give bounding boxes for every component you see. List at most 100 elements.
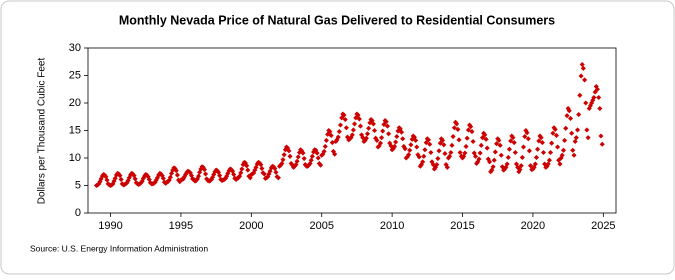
data-point	[402, 146, 408, 152]
data-point	[462, 150, 468, 156]
data-point	[482, 132, 488, 138]
data-point	[400, 136, 406, 142]
data-point	[308, 157, 314, 163]
data-point	[498, 152, 504, 158]
data-point	[363, 135, 369, 141]
data-point	[279, 160, 285, 167]
data-point	[231, 171, 237, 178]
data-point	[321, 148, 327, 154]
data-point	[244, 163, 250, 169]
data-point	[407, 147, 413, 153]
data-point	[560, 147, 567, 153]
y-tick-label: 15	[69, 124, 81, 136]
x-tick-label: 1990	[98, 220, 122, 232]
data-point	[239, 166, 245, 172]
y-tick-label: 10	[69, 152, 81, 164]
data-point	[434, 162, 440, 168]
y-tick-label: 25	[69, 69, 81, 81]
data-point	[281, 152, 287, 158]
data-point	[328, 132, 334, 138]
data-point	[562, 137, 568, 143]
data-point	[504, 161, 510, 167]
data-point	[336, 129, 342, 135]
data-point	[527, 163, 534, 169]
data-point	[301, 156, 307, 162]
y-tick-label: 30	[69, 42, 81, 54]
x-tick-label: 2005	[309, 220, 333, 232]
x-tick-label: 2000	[239, 220, 263, 232]
data-point	[380, 128, 386, 134]
data-point	[526, 148, 532, 154]
y-tick-label: 0	[75, 207, 81, 219]
x-tick-label: 2010	[380, 220, 404, 232]
data-point	[422, 147, 428, 153]
data-point	[572, 138, 578, 145]
data-point	[160, 175, 166, 181]
data-point	[483, 136, 489, 142]
y-tick-label: 5	[75, 179, 81, 191]
data-point	[355, 112, 361, 118]
data-point	[261, 171, 267, 177]
data-point	[450, 134, 456, 140]
data-point	[245, 167, 251, 173]
data-point	[132, 176, 138, 182]
data-point	[435, 156, 441, 162]
y-tick-label: 20	[69, 97, 81, 109]
data-point	[472, 153, 479, 159]
data-point	[406, 152, 412, 158]
data-point	[517, 167, 523, 173]
data-point	[350, 127, 356, 133]
data-point	[273, 169, 279, 175]
x-tick-label: 2020	[521, 220, 545, 232]
source-note: Source: U.S. Energy Information Administ…	[30, 243, 208, 253]
data-point	[217, 173, 223, 179]
data-point	[258, 162, 264, 168]
data-point	[451, 125, 457, 131]
data-point	[476, 156, 482, 162]
data-point	[238, 170, 244, 176]
data-point	[322, 143, 328, 149]
data-point	[465, 127, 471, 133]
x-tick-label: 1995	[169, 220, 193, 232]
data-point	[203, 171, 209, 177]
x-tick-label: 2025	[591, 220, 615, 232]
data-point	[449, 142, 455, 148]
data-point	[506, 146, 512, 152]
data-point	[427, 141, 433, 147]
data-point	[259, 165, 265, 171]
data-point	[408, 142, 414, 148]
data-point	[195, 173, 202, 179]
data-point	[286, 148, 292, 154]
data-point	[275, 175, 281, 181]
y-axis-label: Dollars per Thousand Cubic Feet	[37, 58, 48, 205]
data-point	[494, 141, 500, 147]
data-point	[174, 172, 180, 178]
data-point	[457, 149, 463, 156]
x-tick-label: 2015	[450, 220, 474, 232]
data-point	[477, 150, 483, 156]
data-point	[571, 152, 577, 158]
data-point	[505, 154, 511, 160]
data-point	[173, 168, 179, 174]
data-point	[447, 153, 453, 159]
data-point	[399, 129, 405, 135]
chart-title: Monthly Nevada Price of Natural Gas Deli…	[119, 13, 555, 27]
data-point	[484, 145, 490, 151]
data-point	[386, 131, 392, 137]
data-point	[585, 135, 591, 141]
data-point	[456, 137, 462, 143]
data-point	[573, 135, 579, 141]
data-point	[335, 134, 341, 140]
data-point	[167, 174, 173, 180]
data-point	[332, 151, 338, 157]
data-point	[455, 126, 461, 132]
data-point	[117, 173, 123, 179]
data-point	[478, 142, 484, 148]
data-point	[444, 164, 450, 170]
data-point	[201, 167, 207, 173]
data-point	[428, 149, 434, 156]
data-point	[510, 135, 516, 141]
data-point	[104, 177, 110, 183]
